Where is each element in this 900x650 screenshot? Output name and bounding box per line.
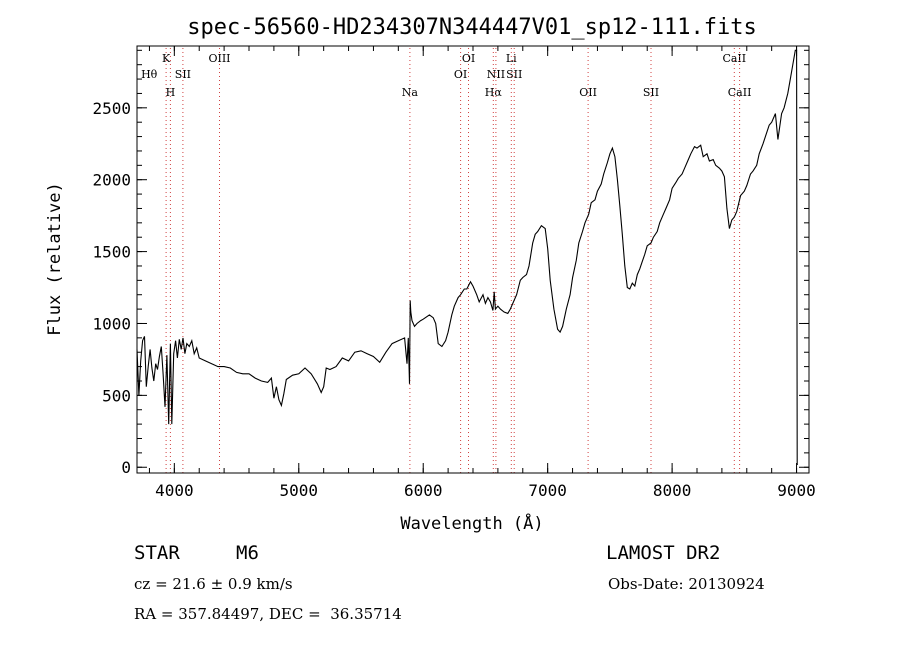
x-tick-label: 9000	[777, 481, 816, 500]
chart-title: spec-56560-HD234307N344447V01_sp12-111.f…	[187, 15, 757, 40]
x-tick-label: 7000	[528, 481, 567, 500]
line-label-7: OI	[462, 52, 475, 65]
spectrum-series	[136, 49, 798, 465]
subclass-label: M6	[236, 542, 259, 564]
redshift-text: cz = 21.6 ± 0.9 km/s	[134, 575, 293, 593]
plot-frame	[136, 45, 810, 474]
line-label-15: CaII	[728, 86, 752, 99]
y-axis-label: Flux (relative)	[45, 182, 65, 336]
y-tick-label: 1500	[92, 243, 131, 262]
line-label-1: K	[162, 52, 171, 65]
survey-label: LAMOST DR2	[606, 542, 721, 564]
x-tick-label: 8000	[653, 481, 692, 500]
line-label-14: CaII	[722, 52, 746, 65]
x-tick-label: 5000	[280, 481, 319, 500]
line-label-4: OIII	[208, 52, 230, 65]
x-tick-label: 4000	[155, 481, 194, 500]
x-tick-label: 6000	[404, 481, 443, 500]
y-tick-label: 500	[102, 386, 131, 405]
line-label-5: Na	[402, 86, 419, 99]
line-label-6: OI	[454, 68, 467, 81]
plot-axes: 4000 5000 6000 7000 8000 9000 0 500 1000 1500 2000…	[92, 45, 816, 500]
object-type-label: STAR	[134, 542, 180, 564]
line-label-13: SII	[643, 86, 659, 99]
line-label-12: OII	[579, 86, 597, 99]
line-label-11: SII	[506, 68, 522, 81]
line-label-10: Li	[506, 52, 517, 65]
x-axis-label: Wavelength (Å)	[400, 512, 543, 534]
line-label-8: Hα	[485, 86, 503, 99]
y-tick-label: 2500	[92, 99, 131, 118]
y-tick-label: 1000	[92, 314, 131, 333]
line-label-9: NII	[487, 68, 505, 81]
obs-date-text: Obs-Date: 20130924	[608, 575, 765, 593]
line-label-3: SII	[175, 68, 191, 81]
spectrum-plot: spec-56560-HD234307N344447V01_sp12-111.f…	[45, 15, 816, 534]
y-tick-label: 2000	[92, 171, 131, 190]
coordinates-text: RA = 357.84497, DEC = 36.35714	[134, 605, 402, 623]
spectrum-line-0	[136, 49, 798, 465]
line-label-0: Hθ	[141, 68, 158, 81]
line-label-2: H	[166, 86, 176, 99]
y-tick-label: 0	[121, 458, 131, 477]
